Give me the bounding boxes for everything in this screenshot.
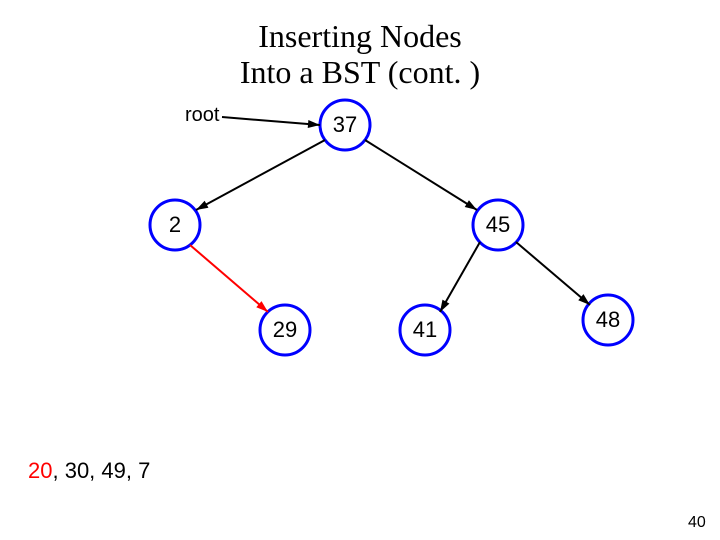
edge-45-48 — [516, 242, 590, 305]
root-label: root — [185, 104, 219, 127]
edge-2-29 — [190, 245, 268, 312]
arrowhead-37-2 — [196, 201, 208, 210]
arrowhead-37-45 — [465, 200, 477, 210]
node-2-label: 2 — [169, 212, 181, 238]
node-45-label: 45 — [486, 212, 510, 238]
node-41-label: 41 — [413, 317, 437, 343]
edge-37-45 — [365, 140, 477, 210]
edge-37-2 — [196, 140, 325, 210]
insert-queue-current: 20 — [28, 458, 52, 483]
node-37-label: 37 — [333, 112, 357, 138]
arrowhead-45-41 — [440, 300, 449, 312]
insert-queue-rest: , 30, 49, 7 — [52, 458, 150, 483]
node-48-label: 48 — [596, 307, 620, 333]
node-29-label: 29 — [273, 317, 297, 343]
edge-45-41 — [440, 242, 480, 312]
page-number: 40 — [688, 514, 706, 532]
edge-root_label_anchor — [222, 117, 320, 125]
insert-queue: 20, 30, 49, 7 — [28, 458, 150, 484]
